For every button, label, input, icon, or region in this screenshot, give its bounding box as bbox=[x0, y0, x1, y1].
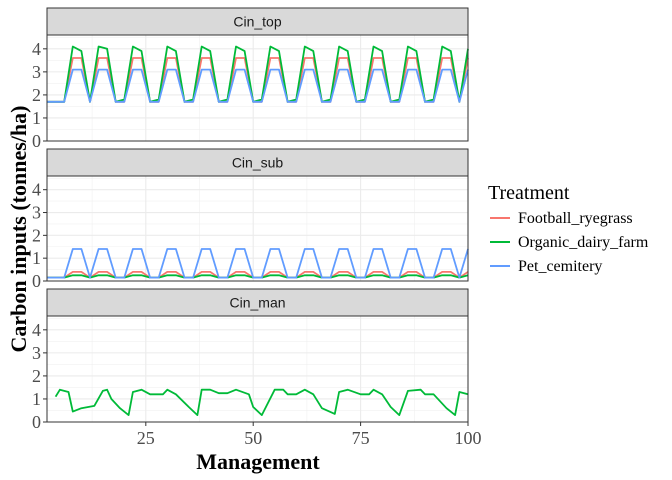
legend-label: Football_ryegrass bbox=[518, 210, 633, 227]
y-tick-label: 4 bbox=[32, 180, 41, 200]
panel-Cin_top: Cin_top 0 1 2 3 4 bbox=[32, 7, 469, 151]
strip-background bbox=[46, 7, 469, 36]
x-tick-label: 75 bbox=[352, 428, 370, 448]
strip-label: Cin_top bbox=[233, 14, 281, 30]
y-tick-label: 4 bbox=[32, 320, 41, 340]
y-tick-label: 0 bbox=[32, 271, 41, 291]
x-tick-label: 25 bbox=[137, 428, 155, 448]
strip-background bbox=[46, 148, 469, 177]
panel-background bbox=[47, 316, 468, 422]
panel-border bbox=[46, 34, 469, 142]
panel-background bbox=[47, 35, 468, 141]
y-tick-label: 1 bbox=[32, 248, 41, 268]
panel-border bbox=[46, 315, 469, 423]
panel-background bbox=[47, 176, 468, 281]
panel-Cin_man: Cin_man 0 1 2 3 4 25 50 75 100 bbox=[32, 288, 482, 448]
y-tick-label: 2 bbox=[32, 85, 41, 105]
y-tick-label: 4 bbox=[32, 39, 41, 59]
strip-label: Cin_man bbox=[229, 295, 285, 311]
x-axis-title: Management bbox=[196, 449, 320, 474]
panel-border bbox=[46, 175, 469, 282]
y-tick-label: 1 bbox=[32, 389, 41, 409]
legend: Treatment Football_ryegrass Organic_dairy… bbox=[488, 182, 649, 275]
strip-background bbox=[46, 288, 469, 317]
y-axis-title: Carbon inputs (tonnes/ha) bbox=[6, 106, 31, 353]
series-line-Organic_dairy_farm bbox=[54, 388, 469, 417]
y-tick-label: 2 bbox=[32, 366, 41, 386]
y-tick-label: 3 bbox=[32, 203, 41, 223]
legend-label: Organic_dairy_farm bbox=[518, 234, 649, 251]
x-tick-label: 50 bbox=[244, 428, 262, 448]
x-tick-label: 100 bbox=[455, 428, 482, 448]
y-tick-label: 3 bbox=[32, 62, 41, 82]
legend-label: Pet_cemitery bbox=[518, 258, 602, 275]
legend-title: Treatment bbox=[488, 182, 570, 204]
series-line-Pet_cemitery bbox=[47, 68, 469, 103]
strip-label: Cin_sub bbox=[232, 155, 284, 171]
y-tick-label: 0 bbox=[32, 412, 41, 432]
y-tick-label: 1 bbox=[32, 108, 41, 128]
panel-Cin_sub: Cin_sub 0 1 23 4 bbox=[32, 148, 469, 291]
series-line-Pet_cemitery bbox=[47, 248, 469, 279]
y-tick-label: 0 bbox=[32, 131, 41, 151]
y-tick-label: 2 bbox=[32, 225, 41, 245]
y-tick-label: 3 bbox=[32, 343, 41, 363]
